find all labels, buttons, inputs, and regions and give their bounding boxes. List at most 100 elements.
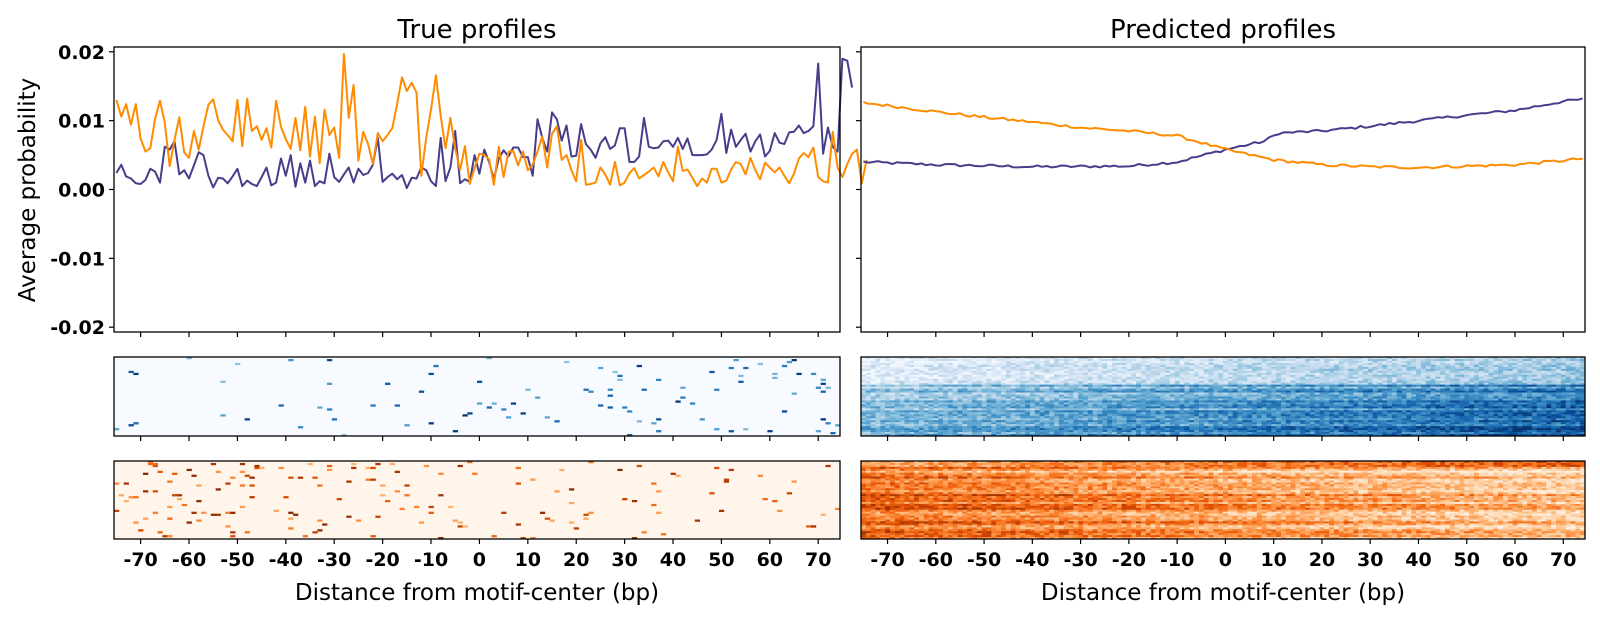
heatmap-cell [880, 360, 886, 364]
heatmap-cell [1430, 402, 1436, 405]
heatmap-cell [1290, 362, 1296, 366]
heatmap-cell [1213, 360, 1219, 364]
heatmap-cell [1531, 370, 1538, 374]
heatmap-cell [861, 376, 867, 380]
heatmap-cell [962, 394, 968, 397]
heatmap-cell [1150, 374, 1156, 378]
heatmap-cell [914, 358, 920, 362]
heatmap-cell [1454, 364, 1460, 368]
heatmap-cell [1184, 412, 1190, 415]
heatmap-cell [870, 398, 876, 401]
heatmap-cell [1449, 376, 1456, 380]
heatmap-cell [1179, 368, 1185, 372]
heatmap-cell [1010, 414, 1016, 417]
heatmap-cell [1010, 388, 1016, 391]
heatmap-cell [1309, 360, 1316, 364]
y-axis-label: Average probability [15, 78, 41, 302]
heatmap-cell [1541, 400, 1547, 403]
heatmap-cell [923, 406, 929, 409]
heatmap-cell [1309, 398, 1316, 401]
heatmap-cell [1358, 398, 1364, 401]
heatmap-cell [1034, 357, 1040, 360]
heatmap-cell [1305, 394, 1311, 397]
heatmap-cell [962, 374, 968, 378]
heatmap-cell [1213, 402, 1219, 405]
heatmap-cell [923, 416, 929, 419]
heatmap-cell [1285, 364, 1291, 368]
heatmap-cell [1140, 372, 1147, 376]
heatmap-cell [986, 372, 992, 376]
heatmap-cell [957, 392, 963, 395]
heatmap-cell [1140, 360, 1147, 364]
heatmap-cell [967, 402, 973, 405]
heatmap-cell [1536, 360, 1542, 364]
heatmap-cell [1126, 380, 1132, 383]
heatmap-cell [1522, 402, 1528, 405]
heatmap-cell [1010, 376, 1016, 380]
heatmap-cell [1237, 400, 1243, 403]
heatmap-cell [1319, 360, 1325, 364]
heatmap-cell [1155, 384, 1161, 387]
heatmap-cell [1227, 380, 1234, 383]
heatmap-cell [1208, 378, 1214, 381]
heatmap-cell [1469, 410, 1475, 413]
heatmap-cell [1517, 372, 1523, 376]
heatmap-cell [1551, 396, 1557, 399]
heatmap-cell [1334, 390, 1340, 393]
heatmap-cell [1290, 364, 1296, 368]
heatmap-cell [1556, 394, 1562, 397]
heatmap-cell [972, 384, 978, 387]
heatmap-cell [1406, 384, 1412, 387]
heatmap-cell [1005, 374, 1012, 378]
heatmap-cell [1459, 382, 1465, 385]
heatmap-cell [1285, 380, 1291, 383]
heatmap-cell [1324, 374, 1330, 378]
heatmap-cell [1237, 368, 1243, 372]
heatmap-cell [1338, 358, 1345, 362]
heatmap-cell [1507, 398, 1513, 401]
heatmap-cell [1140, 414, 1147, 417]
heatmap-cell [1565, 400, 1571, 403]
heatmap-cell [1005, 357, 1012, 360]
heatmap-cell [889, 420, 896, 423]
heatmap-cell [914, 420, 920, 423]
heatmap-cell [1034, 406, 1040, 409]
heatmap-cell [1396, 392, 1402, 395]
heatmap-cell [880, 380, 886, 383]
heatmap-cell [1300, 388, 1306, 391]
heatmap-cell [1256, 386, 1263, 389]
heatmap-cell [1507, 386, 1513, 389]
heatmap-cell [909, 388, 915, 391]
heatmap-cell [1445, 390, 1451, 393]
heatmap-cell [1280, 378, 1287, 381]
heatmap-cell [1445, 362, 1451, 366]
heatmap-cell [1560, 394, 1567, 397]
heatmap-cell [962, 372, 968, 376]
heatmap-cell [1025, 384, 1031, 387]
heatmap-cell [996, 412, 1002, 415]
heatmap-cell [1469, 388, 1475, 391]
heatmap-cell [1150, 390, 1156, 393]
heatmap-cell [1478, 398, 1485, 401]
heatmap-cell [1107, 410, 1113, 413]
heatmap-cell [1063, 414, 1069, 417]
heatmap-cell [1541, 398, 1547, 401]
heatmap-cell [1150, 372, 1156, 376]
heatmap-cell [656, 378, 662, 381]
heatmap-cell [1039, 372, 1045, 376]
heatmap-cell [1478, 402, 1485, 405]
heatmap-cell [918, 394, 925, 397]
heatmap-cell [923, 386, 929, 389]
heatmap-cell [1483, 364, 1489, 368]
heatmap-cell [1319, 400, 1325, 403]
heatmap-cell [1560, 376, 1567, 380]
heatmap-cell [1242, 416, 1248, 419]
heatmap-cell [1512, 404, 1518, 407]
heatmap-cell [1179, 357, 1185, 360]
heatmap-cell [1218, 418, 1224, 421]
heatmap-cell [1329, 394, 1335, 397]
heatmap-cell [1295, 418, 1301, 421]
heatmap-cell [1517, 370, 1523, 374]
heatmap-cell [938, 400, 944, 403]
heatmap-cell [1551, 384, 1557, 387]
